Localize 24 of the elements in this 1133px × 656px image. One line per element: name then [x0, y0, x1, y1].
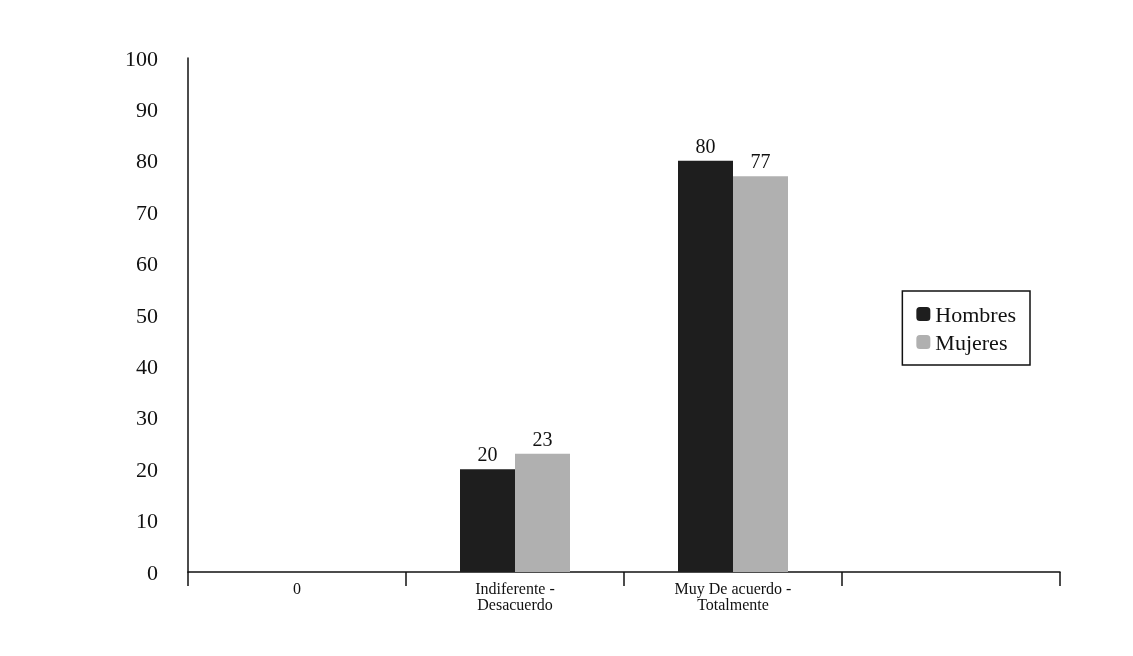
data-label: 20	[477, 443, 498, 466]
bar	[515, 453, 570, 572]
y-tick-label: 20	[136, 456, 158, 482]
y-tick-label: 70	[136, 199, 158, 225]
x-tick-label: 0	[293, 579, 301, 597]
x-tick-label: Indiferente - Desacuerdo	[475, 579, 555, 613]
data-label: 77	[750, 150, 771, 173]
bar	[733, 176, 788, 572]
y-tick-label: 30	[136, 405, 158, 431]
legend-label: Hombres	[935, 301, 1016, 327]
y-tick-label: 100	[125, 45, 158, 71]
bar	[678, 160, 733, 572]
y-tick-label: 40	[136, 353, 158, 379]
y-tick-label: 90	[136, 96, 158, 122]
bar	[460, 469, 515, 572]
y-tick-label: 10	[136, 508, 158, 534]
data-label: 23	[532, 427, 553, 450]
y-tick-label: 0	[147, 559, 158, 585]
x-tick-label: Muy De acuerdo - Totalmente	[674, 579, 792, 613]
data-label: 80	[695, 134, 716, 157]
legend-label: Mujeres	[935, 329, 1008, 355]
y-tick-label: 50	[136, 302, 158, 328]
y-tick-label: 80	[136, 148, 158, 174]
y-tick-label: 60	[136, 251, 158, 277]
